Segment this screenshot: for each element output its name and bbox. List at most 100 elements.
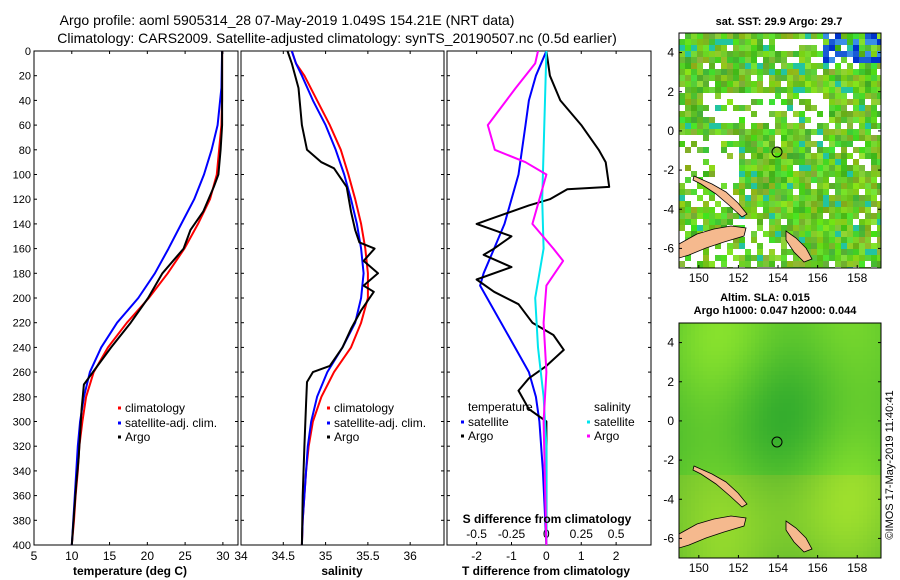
y-tick-label: 160 (13, 244, 31, 256)
top-x-tick-label: -0.5 (466, 527, 487, 541)
map-lon-label: 150 (689, 271, 709, 285)
map-lon-label: 156 (808, 561, 828, 575)
map-lat-label: 0 (667, 414, 674, 428)
y-tick-label: 320 (13, 441, 31, 453)
land-bougainville (785, 520, 813, 553)
y-tick-label: 180 (13, 268, 31, 280)
y-tick-label: 260 (13, 367, 31, 379)
argo-float-marker (771, 436, 783, 448)
y-tick-label: 280 (13, 392, 31, 404)
salinity-plot-area (240, 50, 445, 546)
salinity-xlabel: salinity (321, 564, 363, 578)
map-lat-label: -4 (663, 202, 674, 216)
sst-map-title: sat. SST: 29.9 Argo: 29.7 (716, 16, 843, 28)
y-tick-label: 40 (19, 95, 31, 107)
legend-climatology: climatology (334, 401, 394, 415)
salinity-legend: climatology satellite-adj. clim. Argo (327, 401, 426, 444)
x-tick-label: 5 (31, 549, 38, 563)
sla-map-title-line1: Altim. SLA: 0.015 (720, 292, 810, 304)
x-tick-label: 35.5 (356, 549, 380, 563)
series-argo (70, 51, 224, 545)
legend-temperature-title: temperature (468, 400, 533, 414)
top-x-tick-label: 0.25 (570, 527, 594, 541)
y-tick-label: 200 (13, 293, 31, 305)
series-satellite-adj-clim- (290, 51, 365, 545)
top-x-tick-label: -0.25 (498, 527, 526, 541)
land-new-guinea (679, 515, 747, 549)
map-lat-label: -2 (663, 163, 674, 177)
map-lon-label: 154 (768, 271, 788, 285)
y-tick-label: 380 (13, 515, 31, 527)
map-lon-label: 158 (847, 561, 867, 575)
map-lat-label: 2 (667, 85, 674, 99)
map-lat-label: -2 (663, 453, 674, 467)
map-lon-label: 152 (728, 561, 748, 575)
difference-plot-area (446, 50, 652, 546)
series-argo (286, 51, 379, 545)
map-lat-label: 2 (667, 375, 674, 389)
legend-argo: Argo (125, 430, 151, 444)
sla-map: Altim. SLA: 0.015 Argo h1000: 0.047 h200… (663, 292, 882, 575)
x-tick-label: 1 (578, 549, 585, 563)
y-tick-label: 400 (13, 540, 31, 552)
series-salinity-satellite (534, 51, 548, 545)
y-tick-label: 120 (13, 194, 31, 206)
legend-satellite-adj-clim: satellite-adj. clim. (125, 416, 217, 430)
map-lat-label: -6 (663, 531, 674, 545)
temperature-panel: 0 20 40 60 80 100 120 140 160 180 200 220 240 260 280 3… (13, 46, 239, 578)
x-tick-label: 20 (141, 549, 155, 563)
legend-salinity-argo: Argo (594, 429, 620, 443)
x-tick-label: 0 (543, 549, 550, 563)
argo-float-marker (771, 146, 783, 158)
series-temperature-argo (475, 51, 611, 545)
series-salinity-argo (486, 51, 565, 545)
y-tick-label: 240 (13, 342, 31, 354)
y-tick-label: 100 (13, 170, 31, 182)
y-tick-label: 300 (13, 417, 31, 429)
x-tick-label: 10 (65, 549, 79, 563)
s-difference-label: S difference from climatology (463, 512, 632, 526)
map-lon-label: 152 (728, 271, 748, 285)
land-new-ireland (692, 175, 748, 218)
y-tick-label: 0 (25, 46, 31, 58)
map-lat-label: -6 (663, 241, 674, 255)
y-tick-label: 140 (13, 219, 31, 231)
legend-salinity-satellite: satellite (594, 415, 635, 429)
temperature-xlabel: temperature (deg C) (73, 564, 187, 578)
map-lon-label: 158 (847, 271, 867, 285)
x-tick-label: -2 (471, 549, 482, 563)
salinity-panel: 34 34.5 35 35.5 36 climatology satellite-adj… (234, 50, 445, 578)
difference-legend: temperature satellite Argo salinity sate… (461, 400, 635, 443)
y-tick-label: 20 (19, 71, 31, 83)
legend-satellite-adj-clim: satellite-adj. clim. (334, 416, 426, 430)
x-tick-label: 25 (178, 549, 192, 563)
figure-title-line2: Climatology: CARS2009. Satellite-adjuste… (57, 30, 617, 46)
series-temperature-satellite (479, 51, 548, 545)
temperature-plot-area (33, 50, 239, 546)
y-tick-label: 80 (19, 145, 31, 157)
map-lat-label: 4 (667, 336, 674, 350)
x-tick-label: 15 (103, 549, 117, 563)
legend-climatology: climatology (125, 401, 185, 415)
y-tick-label: 340 (13, 466, 31, 478)
y-tick-label: 220 (13, 318, 31, 330)
legend-argo: Argo (334, 430, 360, 444)
difference-panel: -2 -1 0 1 2-0.5 -0.25 0 0.25 0.5 temperature sat… (446, 50, 652, 578)
legend-temperature-satellite: satellite (468, 415, 509, 429)
land-bougainville (785, 230, 813, 263)
map-lat-label: 4 (667, 46, 674, 60)
x-tick-label: 34.5 (272, 549, 296, 563)
land-new-guinea (679, 225, 747, 259)
x-tick-label: -1 (506, 549, 517, 563)
map-lat-label: -4 (663, 492, 674, 506)
temperature-legend: climatology satellite-adj. clim. Argo (118, 401, 217, 444)
x-tick-label: 2 (613, 549, 620, 563)
y-tick-label: 60 (19, 120, 31, 132)
map-lon-label: 156 (808, 271, 828, 285)
map-lon-label: 154 (768, 561, 788, 575)
x-tick-label: 36 (403, 549, 417, 563)
legend-salinity-title: salinity (594, 400, 631, 414)
t-difference-xlabel: T difference from climatology (462, 564, 630, 578)
figure-title-line1: Argo profile: aoml 5905314_28 07-May-201… (60, 12, 515, 28)
